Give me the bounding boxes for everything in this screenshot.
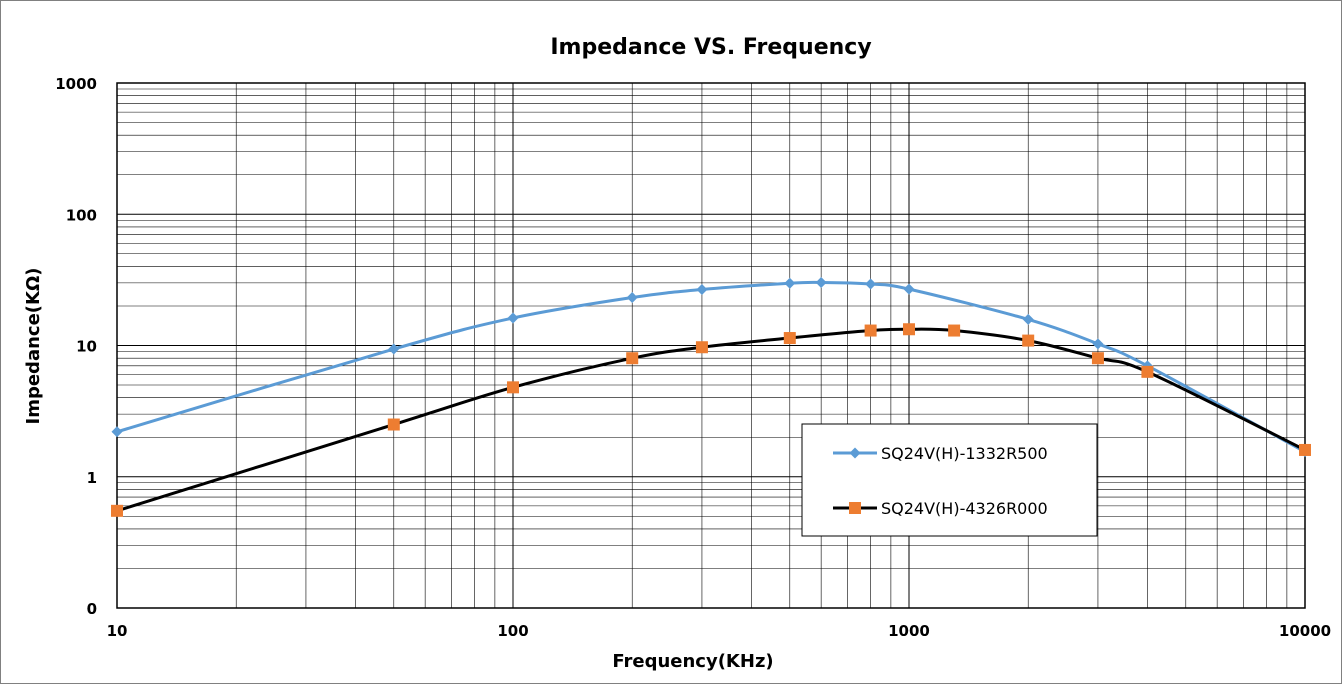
x-axis-label: Frequency(KHz) <box>612 651 773 672</box>
data-point <box>626 292 638 304</box>
data-point <box>388 343 400 355</box>
y-tick-label: 1000 <box>55 75 97 93</box>
data-point <box>1299 443 1311 456</box>
data-point <box>507 312 519 324</box>
data-point <box>626 352 639 365</box>
data-point <box>696 284 708 296</box>
data-point <box>783 332 796 345</box>
series-layer <box>111 276 1311 517</box>
x-tick-label: 100 <box>497 622 528 640</box>
data-point <box>865 278 877 290</box>
grid <box>117 83 1305 608</box>
legend-marker <box>849 502 861 514</box>
x-tick-label: 10 <box>107 622 128 640</box>
legend-marker <box>849 447 861 459</box>
x-tick-label: 10000 <box>1279 622 1331 640</box>
plot-area-border <box>116 82 1306 609</box>
data-point <box>1091 352 1104 365</box>
y-axis-label: Impedance(KΩ) <box>23 268 44 425</box>
legend-box <box>801 423 1098 537</box>
legend-item-1: SQ24V(H)-1332R500 <box>833 444 1048 463</box>
data-point <box>387 418 400 431</box>
y-tick-label: 100 <box>66 206 97 224</box>
data-point <box>948 324 961 337</box>
data-point <box>111 504 123 517</box>
data-point <box>903 323 915 336</box>
y-tick-label: 0 <box>87 600 97 618</box>
data-point <box>111 426 123 438</box>
data-point <box>507 381 519 394</box>
data-point <box>784 277 796 289</box>
y-tick-label: 1 <box>87 469 97 487</box>
data-point <box>903 283 915 295</box>
data-point <box>864 324 877 337</box>
series-2 <box>111 323 1311 517</box>
data-point <box>695 341 708 354</box>
legend-item-2: SQ24V(H)-4326R000 <box>833 499 1048 518</box>
data-point <box>815 276 827 288</box>
data-point <box>1141 365 1154 378</box>
tick-labels: 10 100 1000 10000 0 1 10 100 1000 <box>55 75 1331 640</box>
data-point <box>1022 334 1035 347</box>
x-tick-label: 1000 <box>888 622 930 640</box>
legend: SQ24V(H)-1332R500 SQ24V(H)-4326R000 <box>801 423 1098 537</box>
chart-title: Impedance VS. Frequency <box>550 35 871 60</box>
data-point <box>1092 338 1104 350</box>
legend-label: SQ24V(H)-1332R500 <box>881 444 1048 463</box>
legend-label: SQ24V(H)-4326R000 <box>881 499 1048 518</box>
y-tick-label: 10 <box>76 338 97 356</box>
data-point <box>1022 313 1034 325</box>
